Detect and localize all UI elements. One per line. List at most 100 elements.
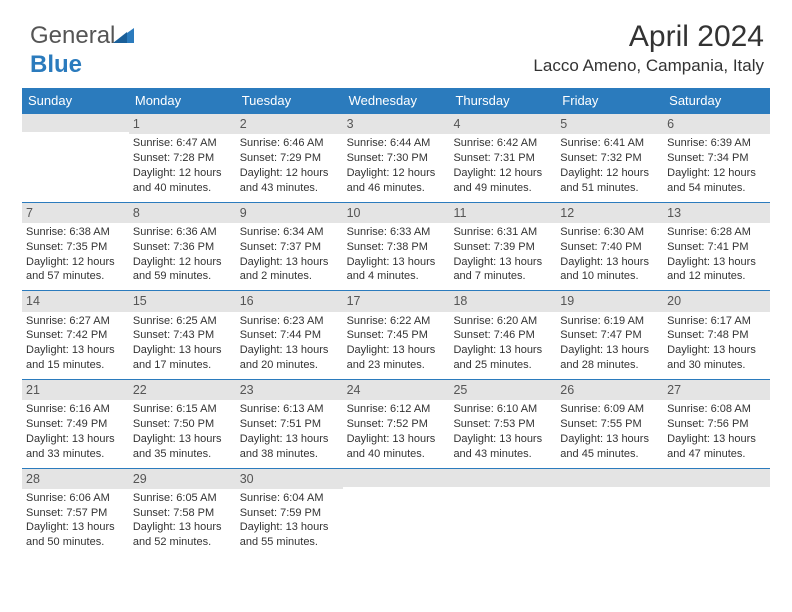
day-number (343, 469, 450, 487)
day-details: Sunrise: 6:04 AMSunset: 7:59 PMDaylight:… (236, 489, 343, 556)
day-detail-line: and 4 minutes. (347, 269, 446, 284)
calendar-cell: 25Sunrise: 6:10 AMSunset: 7:53 PMDayligh… (449, 380, 556, 468)
day-detail-line: Sunrise: 6:05 AM (133, 491, 232, 506)
calendar-cell: 16Sunrise: 6:23 AMSunset: 7:44 PMDayligh… (236, 291, 343, 379)
day-details: Sunrise: 6:30 AMSunset: 7:40 PMDaylight:… (556, 223, 663, 290)
day-detail-line: Sunset: 7:43 PM (133, 328, 232, 343)
day-detail-line: Daylight: 13 hours (26, 432, 125, 447)
day-detail-line: and 57 minutes. (26, 269, 125, 284)
day-detail-line: Daylight: 12 hours (560, 166, 659, 181)
day-details: Sunrise: 6:41 AMSunset: 7:32 PMDaylight:… (556, 134, 663, 201)
day-detail-line: Sunset: 7:52 PM (347, 417, 446, 432)
day-number (663, 469, 770, 487)
day-detail-line: Sunrise: 6:27 AM (26, 314, 125, 329)
day-detail-line: Sunrise: 6:16 AM (26, 402, 125, 417)
logo-text-1: General (30, 22, 115, 49)
day-number: 27 (663, 380, 770, 400)
day-detail-line: Sunset: 7:42 PM (26, 328, 125, 343)
day-number: 18 (449, 291, 556, 311)
day-number: 11 (449, 203, 556, 223)
day-detail-line: Daylight: 13 hours (347, 255, 446, 270)
day-number: 10 (343, 203, 450, 223)
day-details: Sunrise: 6:31 AMSunset: 7:39 PMDaylight:… (449, 223, 556, 290)
day-detail-line: Daylight: 13 hours (560, 343, 659, 358)
calendar-cell: 17Sunrise: 6:22 AMSunset: 7:45 PMDayligh… (343, 291, 450, 379)
day-detail-line: Sunset: 7:36 PM (133, 240, 232, 255)
logo-triangle-icon (113, 23, 135, 51)
day-detail-line: Sunrise: 6:13 AM (240, 402, 339, 417)
day-number (449, 469, 556, 487)
day-detail-line: Sunset: 7:59 PM (240, 506, 339, 521)
day-number: 25 (449, 380, 556, 400)
day-detail-line: Sunset: 7:37 PM (240, 240, 339, 255)
day-details (663, 487, 770, 495)
day-details: Sunrise: 6:13 AMSunset: 7:51 PMDaylight:… (236, 400, 343, 467)
day-details: Sunrise: 6:16 AMSunset: 7:49 PMDaylight:… (22, 400, 129, 467)
calendar-cell (343, 469, 450, 557)
day-detail-line: and 52 minutes. (133, 535, 232, 550)
day-detail-line: Sunrise: 6:47 AM (133, 136, 232, 151)
day-detail-line: and 50 minutes. (26, 535, 125, 550)
day-details: Sunrise: 6:44 AMSunset: 7:30 PMDaylight:… (343, 134, 450, 201)
day-detail-line: Sunset: 7:53 PM (453, 417, 552, 432)
day-detail-line: Sunset: 7:58 PM (133, 506, 232, 521)
day-detail-line: Sunset: 7:30 PM (347, 151, 446, 166)
day-detail-line: Sunset: 7:48 PM (667, 328, 766, 343)
day-number: 13 (663, 203, 770, 223)
day-detail-line: Sunrise: 6:10 AM (453, 402, 552, 417)
day-detail-line: Sunrise: 6:20 AM (453, 314, 552, 329)
day-number: 20 (663, 291, 770, 311)
day-detail-line: and 15 minutes. (26, 358, 125, 373)
day-details: Sunrise: 6:36 AMSunset: 7:36 PMDaylight:… (129, 223, 236, 290)
calendar-cell: 2Sunrise: 6:46 AMSunset: 7:29 PMDaylight… (236, 114, 343, 202)
day-number (556, 469, 663, 487)
calendar-cell: 28Sunrise: 6:06 AMSunset: 7:57 PMDayligh… (22, 469, 129, 557)
day-detail-line: Sunset: 7:50 PM (133, 417, 232, 432)
calendar-week-row: 1Sunrise: 6:47 AMSunset: 7:28 PMDaylight… (22, 113, 770, 202)
calendar-cell: 9Sunrise: 6:34 AMSunset: 7:37 PMDaylight… (236, 203, 343, 291)
day-detail-line: Daylight: 12 hours (347, 166, 446, 181)
day-detail-line: and 17 minutes. (133, 358, 232, 373)
day-detail-line: Sunrise: 6:04 AM (240, 491, 339, 506)
calendar-cell (663, 469, 770, 557)
day-detail-line: Sunset: 7:41 PM (667, 240, 766, 255)
calendar-cell: 24Sunrise: 6:12 AMSunset: 7:52 PMDayligh… (343, 380, 450, 468)
day-detail-line: Daylight: 13 hours (26, 343, 125, 358)
day-detail-line: Daylight: 13 hours (347, 343, 446, 358)
day-number: 21 (22, 380, 129, 400)
day-detail-line: Daylight: 12 hours (453, 166, 552, 181)
day-detail-line: Daylight: 12 hours (240, 166, 339, 181)
day-details (343, 487, 450, 495)
day-details: Sunrise: 6:27 AMSunset: 7:42 PMDaylight:… (22, 312, 129, 379)
calendar-cell: 12Sunrise: 6:30 AMSunset: 7:40 PMDayligh… (556, 203, 663, 291)
day-detail-line: Sunrise: 6:28 AM (667, 225, 766, 240)
day-detail-line: Sunrise: 6:44 AM (347, 136, 446, 151)
day-detail-line: Sunrise: 6:06 AM (26, 491, 125, 506)
day-number: 26 (556, 380, 663, 400)
day-detail-line: Sunrise: 6:36 AM (133, 225, 232, 240)
calendar-cell: 29Sunrise: 6:05 AMSunset: 7:58 PMDayligh… (129, 469, 236, 557)
day-details: Sunrise: 6:39 AMSunset: 7:34 PMDaylight:… (663, 134, 770, 201)
logo-text-2: Blue (30, 51, 82, 78)
day-detail-line: and 51 minutes. (560, 181, 659, 196)
day-details: Sunrise: 6:06 AMSunset: 7:57 PMDaylight:… (22, 489, 129, 556)
calendar-cell: 13Sunrise: 6:28 AMSunset: 7:41 PMDayligh… (663, 203, 770, 291)
day-details: Sunrise: 6:08 AMSunset: 7:56 PMDaylight:… (663, 400, 770, 467)
day-details: Sunrise: 6:22 AMSunset: 7:45 PMDaylight:… (343, 312, 450, 379)
weekday-header: Wednesday (343, 88, 450, 113)
day-number: 19 (556, 291, 663, 311)
day-details (449, 487, 556, 495)
day-detail-line: Sunrise: 6:19 AM (560, 314, 659, 329)
day-number: 6 (663, 114, 770, 134)
day-detail-line: Sunrise: 6:08 AM (667, 402, 766, 417)
day-detail-line: Daylight: 12 hours (133, 166, 232, 181)
day-detail-line: Sunset: 7:29 PM (240, 151, 339, 166)
month-title: April 2024 (533, 20, 764, 54)
day-detail-line: Daylight: 12 hours (667, 166, 766, 181)
day-detail-line: and 23 minutes. (347, 358, 446, 373)
day-detail-line: Daylight: 13 hours (133, 343, 232, 358)
day-detail-line: Sunset: 7:47 PM (560, 328, 659, 343)
calendar-grid: SundayMondayTuesdayWednesdayThursdayFrid… (22, 88, 770, 556)
day-details: Sunrise: 6:46 AMSunset: 7:29 PMDaylight:… (236, 134, 343, 201)
day-detail-line: and 30 minutes. (667, 358, 766, 373)
